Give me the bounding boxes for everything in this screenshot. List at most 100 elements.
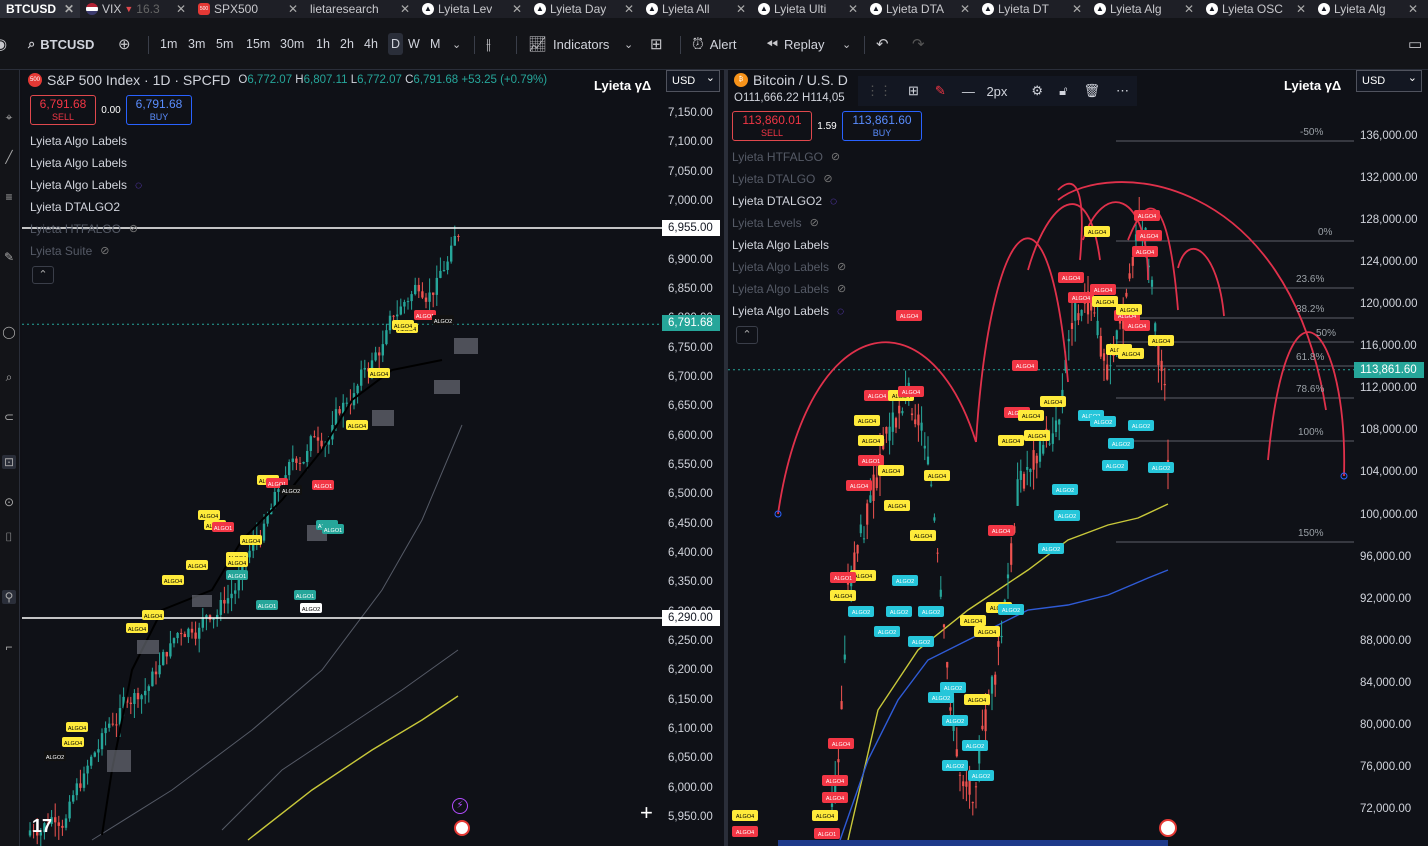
browser-tab[interactable]: ▲ Lyieta All ✕ [640, 0, 752, 18]
indicator-row[interactable]: Lyieta Algo Labels ⊘ [732, 278, 846, 300]
browser-tab[interactable]: ▲ Lyieta OSC ✕ [1200, 0, 1312, 18]
template-icon[interactable]: ⊞ [908, 83, 919, 98]
pane-divider[interactable] [724, 70, 728, 846]
alert-button[interactable]: ⏰︎ Alert [692, 28, 736, 60]
currency-selector[interactable]: USD [1356, 70, 1422, 92]
browser-tab[interactable]: 500 SPX500 ✕ [192, 0, 304, 18]
text-tool-icon[interactable]: ⌐ [5, 640, 13, 654]
eye-off-icon[interactable]: ⊘ [809, 217, 819, 229]
favorites-tool-icon[interactable]: ⚲ [2, 590, 16, 604]
close-tab-icon[interactable]: ✕ [959, 2, 970, 16]
settings-icon[interactable]: ⚙︎ [1031, 83, 1044, 98]
interval-1m[interactable]: 1m [160, 37, 178, 51]
interval-2h[interactable]: 2h [340, 37, 354, 51]
close-tab-icon[interactable]: ✕ [1183, 2, 1194, 16]
indicator-row[interactable]: Lyieta Algo Labels [732, 234, 846, 256]
eye-off-icon[interactable]: ⊘ [100, 245, 110, 257]
interval-dropdown[interactable]: ⌄ [452, 28, 461, 60]
magnet-tool-icon[interactable]: ⊂ [3, 410, 15, 424]
eye-off-icon[interactable]: ⊘ [823, 173, 833, 185]
indicator-row[interactable]: Lyieta Algo Labels ◌ [30, 174, 142, 196]
zoom-tool-icon[interactable]: ⌕ [5, 370, 13, 384]
browser-tab[interactable]: BTCUSD ✕ [0, 0, 80, 18]
trend-line-tool-icon[interactable]: ╱ [5, 150, 13, 164]
indicator-row[interactable]: Lyieta Algo Labels ◌ [732, 300, 846, 322]
close-tab-icon[interactable]: ✕ [1407, 2, 1418, 16]
close-tab-icon[interactable]: ✕ [735, 2, 746, 16]
close-tab-icon[interactable]: ✕ [175, 2, 186, 16]
layout-button[interactable]: ⊞ [650, 28, 663, 60]
collapse-legend-button[interactable]: ⌃ [736, 326, 758, 344]
interval-3m[interactable]: 3m [188, 37, 206, 51]
interval-15m[interactable]: 15m [246, 37, 271, 51]
measure-tool-icon[interactable]: ◯ [2, 325, 16, 339]
eye-off-icon[interactable]: ⊘ [836, 261, 847, 273]
eye-tool-icon[interactable]: ⊙ [3, 495, 15, 509]
lightning-icon[interactable]: ⚡︎ [452, 798, 468, 814]
btc-price-axis[interactable]: 136,000.00 132,000.00 128,000.00 124,000.00… [1354, 70, 1428, 846]
replay-button[interactable]: ⏪︎ Replay [766, 28, 824, 60]
add-symbol-button[interactable]: ⊕ [118, 28, 131, 60]
browser-tab[interactable]: lietaresearch ✕ [304, 0, 416, 18]
interval-5m[interactable]: 5m [216, 37, 234, 51]
eye-off-icon[interactable]: ⊘ [830, 151, 841, 163]
menu-icon[interactable]: ◉ [0, 36, 8, 53]
currency-selector[interactable]: USD [666, 70, 720, 92]
close-tab-icon[interactable]: ✕ [511, 2, 522, 16]
close-tab-icon[interactable]: ✕ [1071, 2, 1082, 16]
replay-dropdown[interactable]: ⌄ [842, 28, 851, 60]
spx-chart-canvas[interactable]: ALGO4 ALGO4 ALGO2 ALGO4 ALGO4 ALGO4 ALGO4 ALGO4… [22, 70, 724, 846]
browser-tab[interactable]: ▲ Lyieta DTA ✕ [864, 0, 976, 18]
spx-title[interactable]: S&P 500 Index · 1D · SPCFD [47, 72, 231, 88]
browser-tab[interactable]: VIX ▼ 16.3 ✕ [80, 0, 192, 18]
interval-m[interactable]: M [430, 37, 441, 51]
indicator-row[interactable]: Lyieta HTFALGO ⊘ [30, 218, 142, 240]
indicator-row[interactable]: Lyieta Suite ⊘ [30, 240, 142, 262]
indicator-row[interactable]: Lyieta DTALGO ⊘ [732, 168, 846, 190]
more-icon[interactable]: ⋯ [1116, 83, 1130, 98]
sell-button[interactable]: 6,791.68 SELL [30, 95, 96, 125]
indicator-row[interactable]: Lyieta DTALGO2 [30, 196, 142, 218]
symbol-search[interactable]: ⌕ BTCUSD [28, 28, 94, 60]
browser-tab[interactable]: ▲ Lyieta Alg ✕ [1088, 0, 1200, 18]
browser-tab[interactable]: ▲ Lyieta Day ✕ [528, 0, 640, 18]
buy-button[interactable]: 6,791.68 BUY [126, 95, 192, 125]
close-tab-icon[interactable]: ✕ [623, 2, 634, 16]
btc-title[interactable]: Bitcoin / U.S. D [753, 72, 848, 88]
close-tab-icon[interactable]: ✕ [63, 2, 74, 16]
trash-tool-icon[interactable]: ⌷ [5, 530, 13, 544]
cursor-tool-icon[interactable]: ⌖ [5, 110, 13, 124]
browser-tab[interactable]: ▲ Lyieta DT ✕ [976, 0, 1088, 18]
pencil-color-icon[interactable]: ✎ [934, 83, 946, 98]
interval-d[interactable]: D [388, 33, 404, 55]
interval-4h[interactable]: 4h [364, 37, 378, 51]
line-width-button[interactable]: — 2px [961, 83, 1008, 99]
lock-icon[interactable]: 🔓︎ [1059, 83, 1068, 98]
close-tab-icon[interactable]: ✕ [399, 2, 410, 16]
trash-icon[interactable]: 🗑︎ [1083, 83, 1101, 98]
sell-button[interactable]: 113,860.01 SELL [732, 111, 812, 141]
browser-tab[interactable]: ▲ Lyieta Alg ✕ [1312, 0, 1424, 18]
indicator-row[interactable]: Lyieta HTFALGO ⊘ [732, 146, 846, 168]
browser-tab[interactable]: ▲ Lyieta Lev ✕ [416, 0, 528, 18]
interval-w[interactable]: W [408, 37, 420, 51]
indicator-row[interactable]: Lyieta Algo Labels [30, 152, 142, 174]
drag-handle-icon[interactable]: ⋮⋮ [866, 83, 892, 98]
indicators-button[interactable]: 📈︎ Indicators [528, 28, 609, 60]
indicator-row[interactable]: Lyieta Levels ⊘ [732, 212, 846, 234]
btc-chart-pane[interactable]: ALGO4 ALGO4 ALGO1 ALGO4 ALGO4 ALGO4 ALGO4 ALGO4… [728, 70, 1428, 846]
interval-30m[interactable]: 30m [280, 37, 305, 51]
collapse-legend-button[interactable]: ⌃ [32, 266, 54, 284]
undo-button[interactable]: ↶ [876, 28, 889, 60]
fib-tool-icon[interactable]: ≡ [5, 190, 13, 204]
chart-type-button[interactable]: ⫲ [486, 28, 491, 60]
indicators-dropdown[interactable]: ⌄ [624, 28, 633, 60]
lock-tool-icon[interactable]: ⊡ [2, 455, 16, 469]
redo-button[interactable]: ↷ [912, 28, 925, 60]
buy-button[interactable]: 113,861.60 BUY [842, 111, 922, 141]
eye-off-icon[interactable]: ⊘ [836, 283, 847, 295]
interval-1h[interactable]: 1h [316, 37, 330, 51]
brush-tool-icon[interactable]: ✎ [3, 250, 15, 264]
indicator-row[interactable]: Lyieta Algo Labels ⊘ [732, 256, 846, 278]
browser-tab[interactable]: ▲ Lyieta Ulti ✕ [752, 0, 864, 18]
